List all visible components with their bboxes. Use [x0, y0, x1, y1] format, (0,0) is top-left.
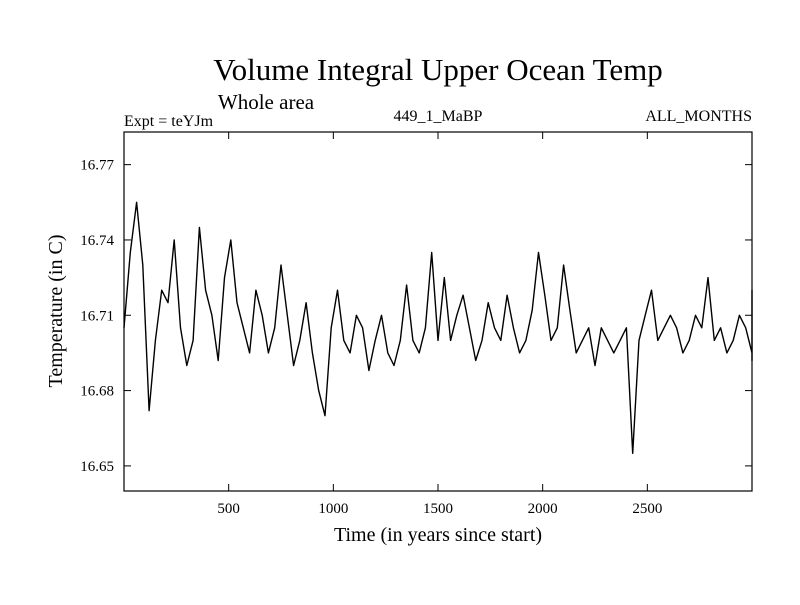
- y-tick-label: 16.74: [80, 233, 114, 249]
- y-axis-label: Temperature (in C): [45, 235, 67, 388]
- plot-frame: [123, 131, 753, 492]
- chart-title: Volume Integral Upper Ocean Temp: [213, 52, 663, 87]
- y-tick-label: 16.71: [80, 308, 114, 324]
- y-tick-label: 16.65: [80, 459, 114, 475]
- series-line-0: [123, 201, 753, 454]
- x-axis: 500 1000 1500 2000 2500: [217, 132, 662, 517]
- series-layer: [123, 201, 753, 454]
- run-id-label: 449_1_MaBP: [394, 108, 483, 125]
- experiment-label: Expt = teYJm: [124, 113, 214, 130]
- x-tick-label: 500: [217, 501, 240, 517]
- x-tick-label: 2500: [632, 501, 662, 517]
- y-axis: 16.65 16.68 16.71 16.74 16.77: [80, 158, 752, 475]
- y-tick-label: 16.68: [80, 384, 114, 400]
- x-axis-label: Time (in years since start): [334, 524, 542, 546]
- y-tick-label: 16.77: [80, 158, 114, 174]
- period-label: ALL_MONTHS: [645, 108, 752, 125]
- chart-subtitle: Whole area: [218, 90, 315, 114]
- x-tick-label: 1500: [423, 501, 453, 517]
- x-tick-label: 2000: [528, 501, 558, 517]
- x-tick-label: 1000: [318, 501, 348, 517]
